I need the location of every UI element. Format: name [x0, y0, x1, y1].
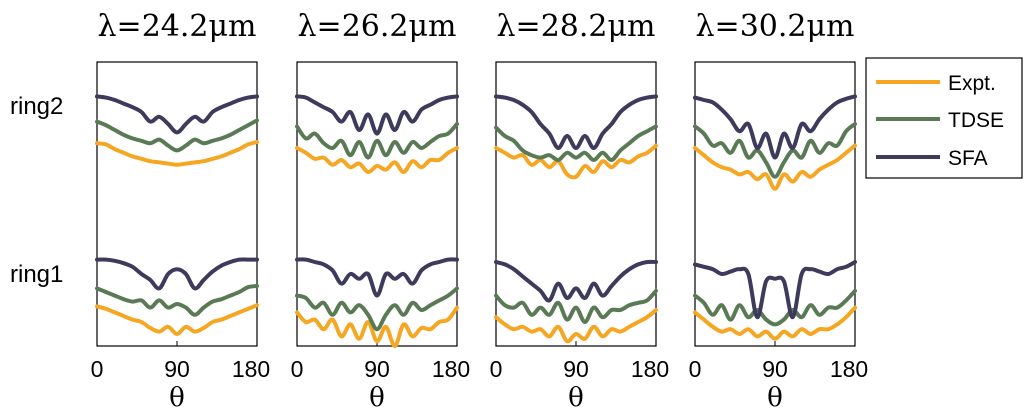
series-line-expt-ring1-panel-4	[693, 305, 857, 341]
panel-title-1: λ=24.2μm	[98, 9, 257, 44]
series-line-expt-ring1-panel-1	[95, 303, 259, 336]
x-tick-label-4-180: 180	[830, 356, 868, 382]
x-tick-label-3-90: 90	[563, 356, 589, 382]
series-line-sfa-ring1-panel-1	[95, 257, 259, 291]
series-line-sfa-ring1-panel-3	[494, 259, 658, 303]
series-line-sfa-ring2-panel-1	[95, 94, 259, 135]
series-line-sfa-ring1-panel-2	[295, 257, 459, 298]
legend-label-sfa: SFA	[948, 147, 988, 170]
x-axis-label-2: θ	[369, 383, 385, 413]
series-line-expt-ring2-panel-3	[494, 143, 658, 180]
x-tick-label-1-90: 90	[164, 356, 190, 382]
x-axis-label-3: θ	[568, 383, 584, 413]
series-line-tdse-ring2-panel-1	[95, 118, 259, 153]
x-tick-label-2-0: 0	[291, 356, 304, 382]
series-line-tdse-ring2-panel-4	[693, 122, 857, 179]
series-line-expt-ring1-panel-3	[494, 308, 658, 344]
x-axis-label-1: θ	[169, 383, 185, 413]
x-tick-label-2-90: 90	[364, 356, 390, 382]
series-line-sfa-ring2-panel-3	[494, 94, 658, 150]
x-tick-label-4-0: 0	[689, 356, 702, 382]
row-label-ring2: ring2	[10, 93, 63, 120]
legend: Expt. TDSE SFA	[865, 57, 1023, 179]
x-tick-label-4-90: 90	[762, 356, 788, 382]
panels-group: λ=24.2μm 0 90 180 θ λ=26.2μm 0 90 180 θ λ=28.2μm 0 9…	[91, 9, 869, 413]
x-axis-label-4: θ	[767, 383, 783, 413]
row-labels-group: ring2 ring1	[10, 93, 63, 288]
series-line-sfa-ring2-panel-2	[295, 94, 459, 136]
legend-label-expt: Expt.	[948, 72, 996, 95]
series-line-tdse-ring1-panel-2	[295, 286, 459, 332]
series-line-expt-ring2-panel-1	[95, 140, 259, 167]
row-label-ring1: ring1	[10, 261, 63, 288]
x-tick-label-3-0: 0	[490, 356, 503, 382]
series-line-expt-ring2-panel-2	[295, 146, 459, 174]
panel-2: λ=26.2μm 0 90 180 θ	[291, 9, 471, 413]
series-line-tdse-ring1-panel-1	[95, 284, 259, 317]
series-line-sfa-ring1-panel-4	[693, 260, 857, 320]
panel-3: λ=28.2μm 0 90 180 θ	[490, 9, 670, 413]
legend-label-tdse: TDSE	[948, 109, 1004, 132]
series-line-tdse-ring2-panel-3	[494, 124, 658, 162]
series-line-tdse-ring1-panel-4	[693, 288, 857, 327]
x-tick-label-3-180: 180	[631, 356, 669, 382]
x-tick-label-1-0: 0	[91, 356, 104, 382]
series-line-tdse-ring2-panel-2	[295, 122, 459, 160]
panel-title-3: λ=28.2μm	[497, 9, 656, 44]
x-tick-label-2-180: 180	[432, 356, 470, 382]
series-line-sfa-ring2-panel-4	[693, 94, 857, 160]
panel-title-2: λ=26.2μm	[298, 9, 457, 44]
series-line-tdse-ring1-panel-3	[494, 288, 658, 324]
series-line-expt-ring2-panel-4	[693, 143, 857, 191]
x-tick-label-1-180: 180	[232, 356, 270, 382]
panel-4: λ=30.2μm 0 90 180 θ	[689, 9, 869, 413]
panel-1: λ=24.2μm 0 90 180 θ	[91, 9, 271, 413]
panel-title-4: λ=30.2μm	[696, 9, 855, 44]
series-line-expt-ring1-panel-2	[295, 305, 459, 349]
